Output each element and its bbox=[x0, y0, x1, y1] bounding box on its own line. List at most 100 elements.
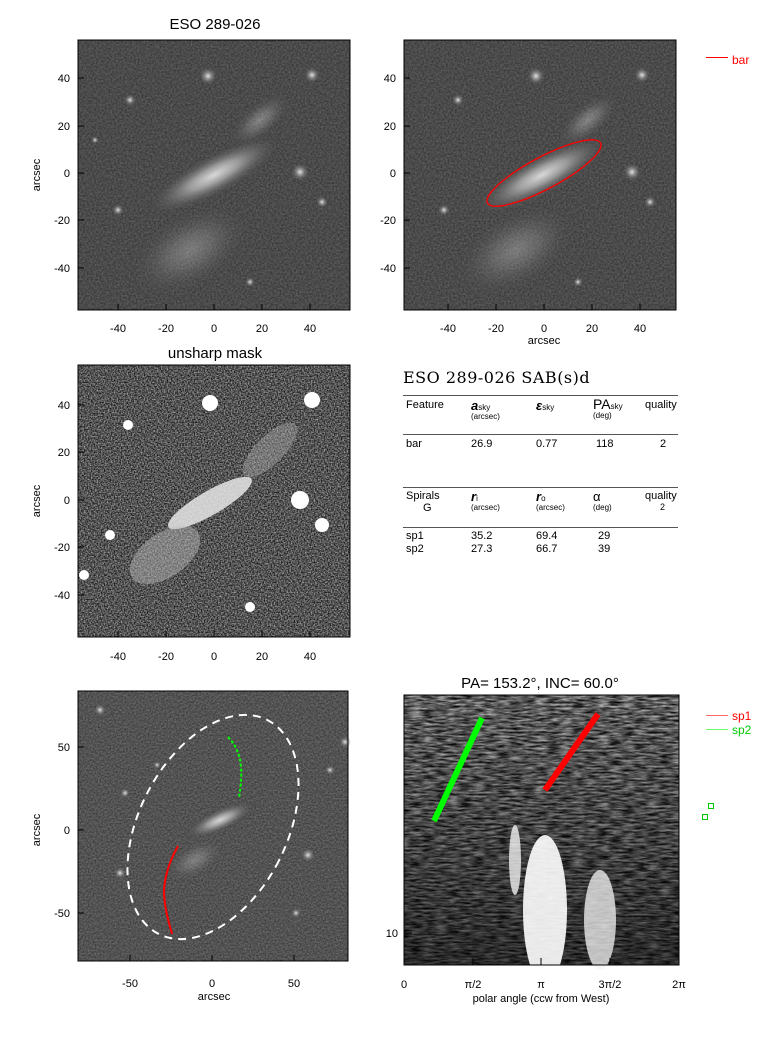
hdr-alpha-unit: (deg) bbox=[593, 503, 612, 512]
p2-ytick-1: 20 bbox=[384, 121, 396, 133]
bar-legend-label: bar bbox=[732, 53, 750, 67]
p3-xtick-1: -20 bbox=[158, 651, 174, 663]
p3-xtick-2: 0 bbox=[211, 651, 217, 663]
p2-ytick-4: -40 bbox=[380, 263, 396, 275]
table-rule-4 bbox=[403, 527, 678, 528]
p4-ytick-1: 0 bbox=[64, 825, 70, 837]
p1-xtick-0: -40 bbox=[110, 323, 126, 335]
hdr-eps-symbol: ε bbox=[536, 398, 543, 413]
unsharp-mask-title: unsharp mask bbox=[167, 345, 263, 362]
polar-xtick-3: 3π/2 bbox=[599, 979, 622, 991]
hdr-ri-sub: i bbox=[476, 494, 478, 503]
panel3-ticks bbox=[78, 404, 311, 637]
p4-xtick-0: -50 bbox=[122, 978, 138, 990]
p3-ytick-2: 0 bbox=[64, 495, 70, 507]
table-rule-1 bbox=[403, 395, 678, 396]
unsharp-mask-panel: -40 -20 0 20 40 40 20 0 -20 -40 arcsec bbox=[31, 364, 351, 663]
hdr-ri-unit: (arcsec) bbox=[471, 503, 500, 512]
p4-ylabel: arcsec bbox=[31, 813, 43, 846]
hdr-a-sky: asky (arcsec) bbox=[471, 398, 500, 421]
hdr-a-sky-sub: sky bbox=[478, 403, 491, 412]
p1-ytick-4: -40 bbox=[54, 263, 70, 275]
p3-ytick-0: 40 bbox=[58, 400, 70, 412]
p2-xtick-4: 40 bbox=[634, 323, 646, 335]
polar-xlabel: polar angle (ccw from West) bbox=[473, 993, 610, 1005]
p2-xtick-2: 0 bbox=[541, 323, 547, 335]
hdr-alpha: α (deg) bbox=[593, 489, 612, 512]
bar-row-a: 26.9 bbox=[471, 438, 493, 450]
hdr-ri-symbol: r bbox=[471, 489, 477, 504]
panel4-ticks bbox=[78, 746, 295, 961]
p1-xtick-4: 40 bbox=[304, 323, 316, 335]
hdr-eps: εsky bbox=[536, 398, 554, 413]
p2-ytick-0: 40 bbox=[384, 73, 396, 85]
hdr-ro-sub: o bbox=[541, 494, 546, 503]
hdr-sp-quality: quality bbox=[645, 490, 677, 502]
p1-xtick-2: 0 bbox=[211, 323, 217, 335]
p2-xtick-0: -40 bbox=[440, 323, 456, 335]
p3-ytick-3: -20 bbox=[54, 542, 70, 554]
spiral-overlay-panel: -50 0 50 arcsec 50 0 -50 arcsec bbox=[31, 690, 351, 1003]
polar-ytick-0: 10 bbox=[386, 928, 398, 940]
p3-xtick-4: 40 bbox=[304, 651, 316, 663]
panel5-ticks bbox=[403, 932, 680, 965]
panel2-ticks bbox=[404, 77, 641, 310]
hdr-class: G bbox=[423, 502, 432, 514]
p4-ytick-0: 50 bbox=[58, 742, 70, 754]
hdr-a-unit: (arcsec) bbox=[471, 412, 500, 421]
green-marker-b bbox=[702, 814, 708, 820]
p2-xtick-3: 20 bbox=[586, 323, 598, 335]
p2-ytick-3: -20 bbox=[380, 215, 396, 227]
sp2-ro: 66.7 bbox=[536, 543, 558, 555]
hdr-pa-symbol: PA bbox=[593, 396, 611, 412]
table-rule-3 bbox=[403, 487, 678, 488]
sp2-legend-line bbox=[706, 729, 728, 730]
table-rule-2 bbox=[403, 434, 678, 435]
green-marker-a bbox=[708, 803, 714, 809]
polar-projection-panel: 0 π/2 π 3π/2 2π polar angle (ccw from We… bbox=[386, 694, 686, 1005]
bar-ellipse bbox=[486, 139, 602, 207]
p4-xlabel: arcsec bbox=[198, 991, 231, 1003]
bar-fit-panel: -40 -20 0 20 40 40 20 0 -20 -40 arcsec bbox=[380, 39, 677, 347]
bar-row-quality: 2 bbox=[660, 438, 667, 450]
p4-xtick-1: 0 bbox=[209, 978, 215, 990]
galaxy-title: ESO 289-026 bbox=[169, 16, 261, 33]
hdr-pa-unit: (deg) bbox=[593, 411, 612, 420]
p3-xtick-3: 20 bbox=[256, 651, 268, 663]
polar-xtick-2: π bbox=[537, 979, 545, 991]
sp1-arm-trace bbox=[162, 845, 179, 935]
hdr-a-sky-symbol: a bbox=[471, 398, 479, 413]
p2-ytick-2: 0 bbox=[390, 168, 396, 180]
p1-ylabel: arcsec bbox=[31, 158, 43, 191]
hdr-ro-symbol: r bbox=[536, 489, 542, 504]
hdr-eps-sub: sky bbox=[542, 403, 555, 412]
bar-legend-line bbox=[706, 57, 728, 58]
sp1-alpha: 29 bbox=[598, 530, 611, 542]
sp2-legend-label: sp2 bbox=[732, 723, 752, 737]
p4-ytick-2: -50 bbox=[54, 908, 70, 920]
hdr-ro: ro (arcsec) bbox=[536, 489, 565, 512]
sp1-legend-label: sp1 bbox=[732, 709, 752, 723]
galaxy-image-panel: -40 -20 0 20 40 40 20 0 -20 -40 arcsec bbox=[31, 39, 351, 335]
sp1-polar-fit bbox=[542, 712, 601, 792]
deprojection-ellipse bbox=[126, 713, 300, 941]
sp2-arm-trace bbox=[227, 736, 243, 799]
polar-xtick-1: π/2 bbox=[465, 979, 482, 991]
p3-ytick-1: 20 bbox=[58, 447, 70, 459]
sp2-polar-fit bbox=[431, 716, 485, 823]
p1-ytick-1: 20 bbox=[58, 121, 70, 133]
polar-xtick-4: 2π bbox=[672, 979, 686, 991]
p4-xtick-2: 50 bbox=[288, 978, 300, 990]
sp2-alpha: 39 bbox=[598, 543, 611, 555]
sp1-ri: 35.2 bbox=[471, 530, 493, 542]
table-heading: ESO 289-026 SAB(s)d bbox=[403, 368, 591, 387]
hdr-ri: ri (arcsec) bbox=[471, 489, 500, 512]
p1-xtick-1: -20 bbox=[158, 323, 174, 335]
p1-ytick-0: 40 bbox=[58, 73, 70, 85]
bar-row-feature: bar bbox=[406, 438, 422, 450]
hdr-spirals: Spirals bbox=[406, 490, 440, 502]
sp1-legend-line bbox=[706, 715, 728, 716]
p3-xtick-0: -40 bbox=[110, 651, 126, 663]
hdr-sp-quality-val: 2 bbox=[660, 502, 666, 512]
p3-ytick-4: -40 bbox=[54, 590, 70, 602]
